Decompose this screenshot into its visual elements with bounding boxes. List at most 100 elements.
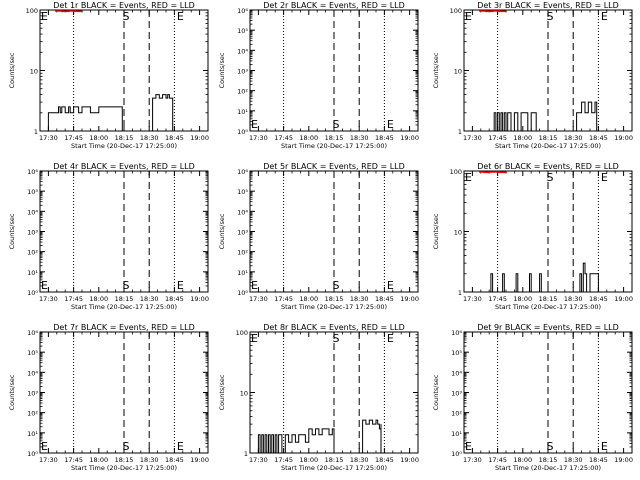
x-tick-label: 18:45 <box>165 295 184 303</box>
y-tick-label: 10² <box>27 249 38 257</box>
y-axis-label: Counts/sec <box>218 213 226 249</box>
panel-5: Det 5r BLACK = Events, RED = LLD Counts/s… <box>218 162 419 311</box>
x-axis-label: Start Time (20-Dec-17 17:25:00) <box>281 464 387 472</box>
panel-title: Det 2r BLACK = Events, RED = LLD <box>263 1 405 10</box>
x-tick-label: 18:00 <box>89 295 108 303</box>
end-marker-left: E <box>41 10 48 23</box>
x-tick-label: 18:15 <box>539 295 558 303</box>
x-tick-label: 18:15 <box>115 295 134 303</box>
end-marker-left: E <box>251 332 258 345</box>
end-marker: E <box>387 332 394 345</box>
panel-4: Det 4r BLACK = Events, RED = LLD Counts/s… <box>8 162 209 311</box>
x-tick-label: 17:45 <box>274 456 293 464</box>
end-marker: E <box>601 10 608 23</box>
y-tick-label: 10⁴ <box>27 208 38 216</box>
panel-1: Det 1r BLACK = Events, RED = LLD Counts/s… <box>8 1 209 150</box>
y-tick-label: 10⁶ <box>237 168 248 176</box>
y-tick-label: 1 <box>458 128 462 136</box>
y-tick-label: 10⁰ <box>27 289 38 297</box>
x-axis-label: Start Time (20-Dec-17 17:25:00) <box>71 464 177 472</box>
panel-title: Det 1r BLACK = Events, RED = LLD <box>53 1 195 10</box>
x-tick-label: 19:00 <box>614 134 633 142</box>
y-tick-label: 10⁰ <box>237 128 248 136</box>
y-tick-label: 1 <box>34 128 38 136</box>
x-tick-label: 19:00 <box>190 456 209 464</box>
x-tick-label: 18:30 <box>140 456 159 464</box>
events-series <box>250 419 382 454</box>
start-marker: S <box>123 279 130 292</box>
y-tick-label: 10⁴ <box>237 47 248 55</box>
y-tick-label: 10² <box>27 410 38 418</box>
panel-title: Det 7r BLACK = Events, RED = LLD <box>53 323 195 332</box>
x-tick-label: 18:00 <box>89 456 108 464</box>
end-marker-left: E <box>465 171 472 184</box>
panel-8: Det 8r BLACK = Events, RED = LLD Counts/s… <box>218 323 419 472</box>
y-tick-label: 10⁵ <box>237 27 248 35</box>
y-tick-label: 10 <box>454 229 462 237</box>
start-marker: S <box>547 10 554 23</box>
panel-6: Det 6r BLACK = Events, RED = LLD Counts/s… <box>432 162 633 311</box>
x-tick-label: 17:30 <box>39 295 58 303</box>
x-tick-label: 17:30 <box>39 456 58 464</box>
x-tick-label: 18:45 <box>375 456 394 464</box>
y-tick-label: 10¹ <box>237 108 248 116</box>
x-tick-label: 18:30 <box>564 456 583 464</box>
x-tick-label: 17:45 <box>64 134 83 142</box>
y-axis-label: Counts/sec <box>432 213 440 249</box>
y-tick-label: 1 <box>458 289 462 297</box>
x-tick-label: 17:30 <box>249 295 268 303</box>
y-tick-label: 10⁰ <box>237 289 248 297</box>
y-tick-label: 10² <box>237 88 248 96</box>
x-tick-label: 17:30 <box>249 456 268 464</box>
panel-title: Det 3r BLACK = Events, RED = LLD <box>477 1 619 10</box>
y-tick-label: 100 <box>236 329 248 337</box>
y-axis-label: Counts/sec <box>218 374 226 410</box>
end-marker-left: E <box>465 440 472 453</box>
y-tick-label: 100 <box>450 168 462 176</box>
x-axis-label: Start Time (20-Dec-17 17:25:00) <box>495 303 601 311</box>
start-marker: S <box>547 440 554 453</box>
y-tick-label: 10³ <box>237 229 248 237</box>
x-tick-label: 17:30 <box>249 134 268 142</box>
end-marker-left: E <box>251 118 258 131</box>
y-tick-label: 10³ <box>27 390 38 398</box>
x-tick-label: 17:30 <box>463 134 482 142</box>
x-tick-label: 18:30 <box>350 295 369 303</box>
y-tick-label: 10¹ <box>27 430 38 438</box>
x-axis-label: Start Time (20-Dec-17 17:25:00) <box>71 142 177 150</box>
x-tick-label: 17:45 <box>488 295 507 303</box>
y-tick-label: 10⁵ <box>451 349 462 357</box>
x-tick-label: 18:45 <box>589 456 608 464</box>
x-tick-label: 18:30 <box>564 295 583 303</box>
x-tick-label: 18:45 <box>165 456 184 464</box>
y-tick-label: 10 <box>30 68 38 76</box>
y-axis-label: Counts/sec <box>218 52 226 88</box>
x-tick-label: 17:30 <box>39 134 58 142</box>
x-tick-label: 18:45 <box>589 134 608 142</box>
y-axis-label: Counts/sec <box>432 52 440 88</box>
start-marker: S <box>333 279 340 292</box>
y-tick-label: 10¹ <box>27 269 38 277</box>
y-tick-label: 10² <box>451 410 462 418</box>
x-tick-label: 17:30 <box>463 295 482 303</box>
y-tick-label: 10⁴ <box>451 369 462 377</box>
end-marker: E <box>387 118 394 131</box>
y-axis-label: Counts/sec <box>8 213 16 249</box>
end-marker: E <box>387 279 394 292</box>
x-tick-label: 18:45 <box>165 134 184 142</box>
y-tick-label: 10³ <box>27 229 38 237</box>
start-marker: S <box>123 440 130 453</box>
start-marker: S <box>333 332 340 345</box>
end-marker-left: E <box>41 279 48 292</box>
x-tick-label: 19:00 <box>190 295 209 303</box>
x-axis-label: Start Time (20-Dec-17 17:25:00) <box>281 303 387 311</box>
end-marker: E <box>177 279 184 292</box>
x-tick-label: 18:00 <box>513 456 532 464</box>
y-tick-label: 10³ <box>451 390 462 398</box>
panel-title: Det 5r BLACK = Events, RED = LLD <box>263 162 405 171</box>
x-tick-label: 18:30 <box>140 295 159 303</box>
x-tick-label: 18:00 <box>299 295 318 303</box>
x-tick-label: 18:00 <box>299 134 318 142</box>
x-tick-label: 19:00 <box>614 295 633 303</box>
